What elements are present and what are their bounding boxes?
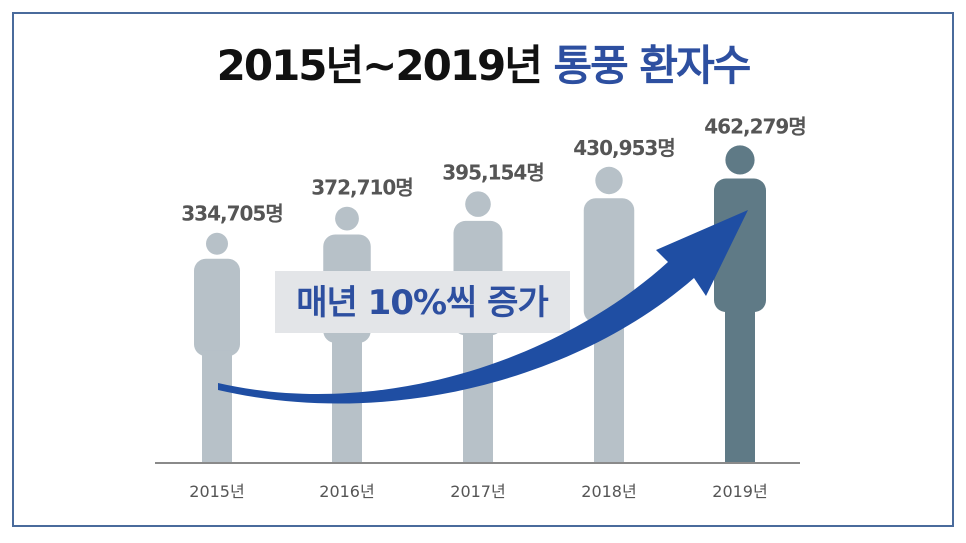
figure-bar [194, 232, 240, 462]
x-tick-labels: 2015년 2016년 2017년 2018년 2019년 [189, 482, 767, 501]
title-main: 2015년~2019년 [216, 41, 543, 90]
value-label: 462,279명 [704, 114, 806, 138]
value-label: 334,705명 [181, 202, 283, 226]
x-tick-label: 2018년 [581, 482, 636, 501]
callout: 매년 10%씩 증가 [275, 271, 570, 333]
x-tick-label: 2015년 [189, 482, 244, 501]
value-labels: 334,705명 372,710명 395,154명 430,953명 462,279명 [181, 114, 807, 226]
title-accent: 통풍 환자수 [553, 41, 752, 90]
figure-body [714, 178, 766, 313]
figure-body [194, 258, 240, 357]
growth-arrow [218, 210, 748, 404]
figure-legs [725, 306, 755, 462]
callout-text: 매년 10%씩 증가 [296, 283, 548, 323]
value-label: 430,953명 [573, 136, 675, 160]
figure-bar [583, 166, 635, 462]
x-tick-label: 2019년 [712, 482, 767, 501]
callout-box [275, 271, 570, 333]
chart-title: 2015년~2019년 통풍 환자수 [0, 38, 966, 94]
figure-head [595, 166, 623, 195]
value-label: 395,154명 [442, 160, 544, 184]
figure-head [206, 232, 228, 255]
figure-legs [463, 329, 493, 462]
figure-bar [323, 206, 371, 462]
figure-head [725, 145, 755, 175]
figure-legs [202, 350, 232, 462]
figure-bar [714, 145, 766, 462]
x-tick-label: 2017년 [450, 482, 505, 501]
value-label: 372,710명 [311, 176, 413, 200]
figure-head [465, 191, 491, 217]
x-tick-label: 2016년 [319, 482, 374, 501]
figure-head [335, 206, 359, 231]
figure-body [583, 198, 635, 323]
